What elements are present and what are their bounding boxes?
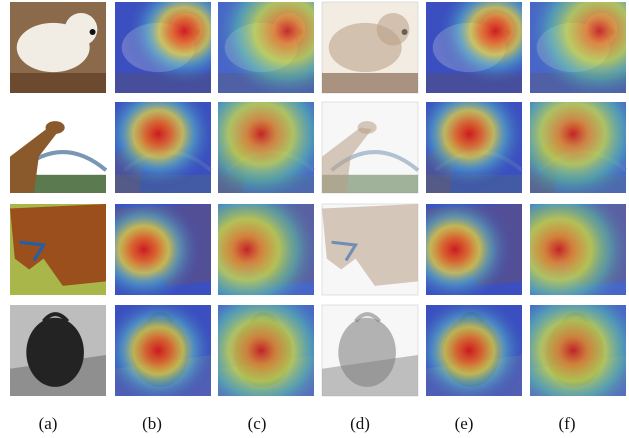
- image-cell: [115, 305, 211, 396]
- dog-nose: [402, 29, 408, 35]
- heatmap: [218, 204, 314, 295]
- image-cell: [426, 204, 522, 295]
- panel-label: (c): [248, 414, 267, 433]
- image-cell: [322, 305, 418, 396]
- heatmap: [115, 305, 211, 396]
- image-cell: [10, 2, 106, 93]
- heatmap: [530, 102, 626, 193]
- panel-labels: (a) (b) (c) (d) (e) (f): [39, 414, 576, 433]
- image-cell: [322, 204, 418, 295]
- heatmap: [426, 204, 522, 295]
- heatmap: [426, 2, 522, 93]
- heatmap: [426, 305, 522, 396]
- figure: (a) (b) (c) (d) (e) (f): [0, 0, 629, 438]
- image-cell: [218, 204, 314, 295]
- image-cell: [115, 204, 211, 295]
- image-cell: [426, 305, 522, 396]
- panel-label: (d): [350, 414, 370, 433]
- image-cell: [10, 305, 106, 396]
- image-cell: [115, 102, 211, 193]
- heatmap: [530, 305, 626, 396]
- image-cell: [530, 305, 626, 396]
- backpack: [338, 318, 396, 387]
- image-cell: [426, 102, 522, 193]
- image-cell: [322, 2, 418, 93]
- image-cell: [10, 102, 106, 193]
- heatmap: [218, 2, 314, 93]
- image-cell: [218, 2, 314, 93]
- heatmap: [218, 305, 314, 396]
- floor: [10, 73, 106, 93]
- heatmap: [115, 102, 211, 193]
- image-cell: [530, 102, 626, 193]
- image-cell: [218, 305, 314, 396]
- image-cell: [530, 2, 626, 93]
- heatmap: [530, 204, 626, 295]
- heatmap: [530, 2, 626, 93]
- image-cell: [322, 102, 418, 193]
- giraffe-head: [358, 121, 377, 134]
- panel-label: (a): [39, 414, 58, 433]
- backpack: [26, 318, 84, 387]
- heatmap: [115, 2, 211, 93]
- giraffe-head: [46, 121, 65, 134]
- image-grid: [10, 2, 626, 396]
- dog-nose: [90, 29, 96, 35]
- image-cell: [530, 204, 626, 295]
- heatmap: [218, 102, 314, 193]
- floor: [322, 73, 418, 93]
- panel-label: (b): [142, 414, 162, 433]
- heatmap: [115, 204, 211, 295]
- page: {"figure": {"panel_labels": ["(a)", "(b)…: [0, 0, 629, 438]
- image-cell: [426, 2, 522, 93]
- panel-label: (f): [559, 414, 576, 433]
- image-cell: [10, 204, 106, 295]
- panel-label: (e): [455, 414, 474, 433]
- image-cell: [218, 102, 314, 193]
- heatmap: [426, 102, 522, 193]
- image-cell: [115, 2, 211, 93]
